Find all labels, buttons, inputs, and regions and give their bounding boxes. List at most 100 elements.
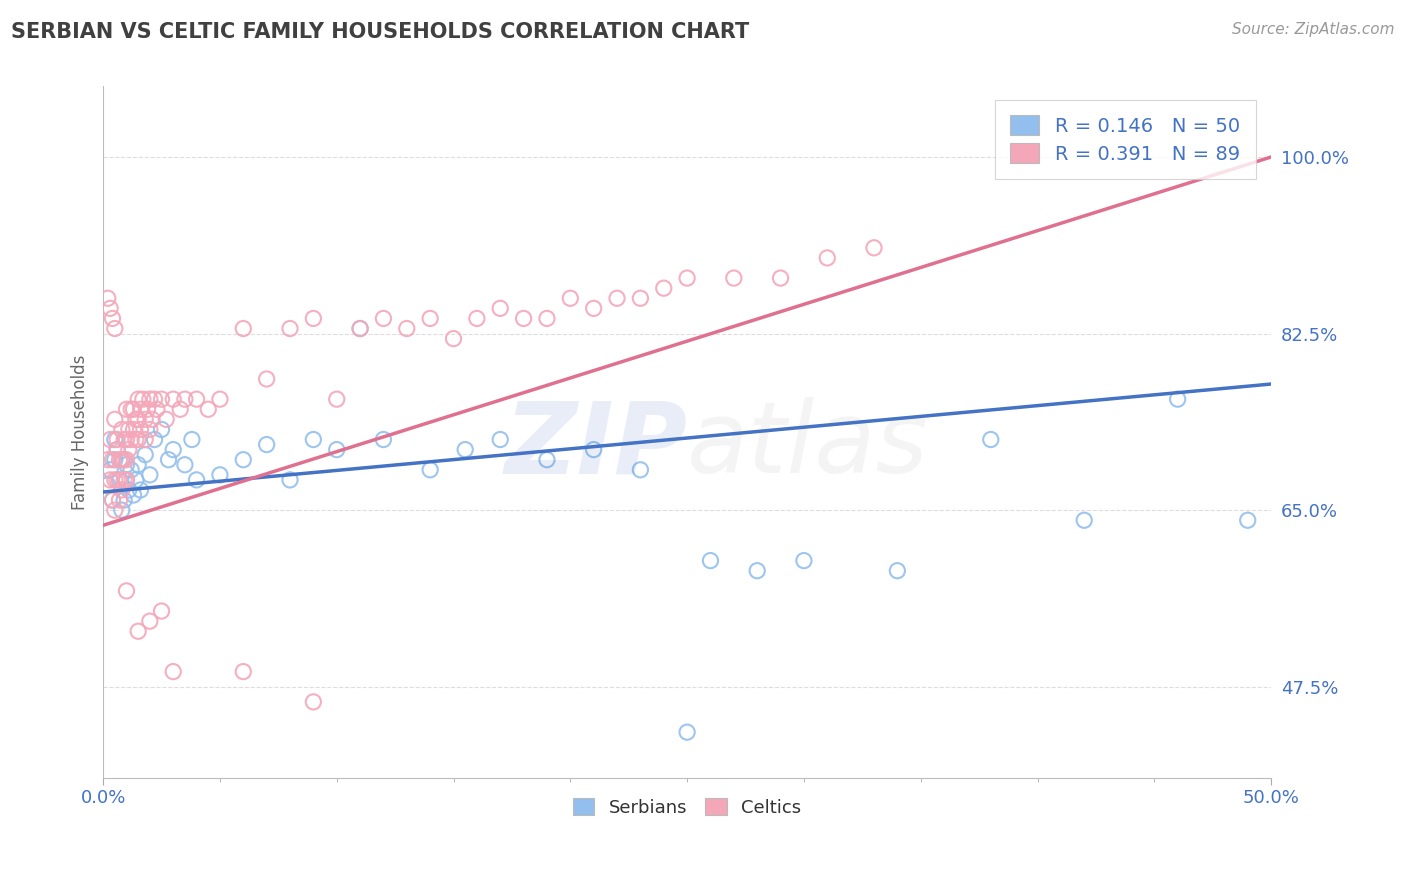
Point [108,473,131,487]
Point [699,553,721,567]
Point [101,493,124,508]
Point [349,321,371,335]
Point [141,412,163,426]
Point [104,321,127,335]
Point [118,483,141,497]
Point [157,452,180,467]
Point [747,564,769,578]
Point [129,422,152,436]
Point [489,301,512,316]
Point [395,321,418,335]
Point [208,392,231,406]
Point [278,321,301,335]
Point [115,452,138,467]
Point [129,402,152,417]
Point [769,271,792,285]
Point [180,433,202,447]
Point [105,442,128,457]
Point [115,458,138,472]
Point [120,463,142,477]
Point [112,452,135,467]
Point [980,433,1002,447]
Point [1167,392,1189,406]
Point [1073,513,1095,527]
Point [173,392,195,406]
Point [122,488,145,502]
Y-axis label: Family Households: Family Households [72,354,89,509]
Point [197,402,219,417]
Point [125,433,148,447]
Point [256,372,278,386]
Point [127,433,149,447]
Legend: Serbians, Celtics: Serbians, Celtics [565,791,808,824]
Point [863,241,886,255]
Point [278,473,301,487]
Point [101,493,124,508]
Point [136,402,159,417]
Point [129,483,152,497]
Point [104,452,127,467]
Point [606,291,628,305]
Point [97,452,120,467]
Point [115,473,138,487]
Point [232,665,254,679]
Point [125,412,148,426]
Point [98,463,121,477]
Point [120,402,142,417]
Point [628,463,651,477]
Point [302,311,325,326]
Point [489,433,512,447]
Point [139,614,162,628]
Point [115,583,138,598]
Point [465,311,488,326]
Point [373,433,395,447]
Point [302,695,325,709]
Point [815,251,838,265]
Point [143,433,166,447]
Point [419,463,441,477]
Point [118,422,141,436]
Point [186,473,208,487]
Point [155,412,177,426]
Point [454,442,477,457]
Point [325,442,347,457]
Point [132,392,155,406]
Point [104,433,127,447]
Point [98,301,121,316]
Point [139,392,162,406]
Point [173,458,195,472]
Text: atlas: atlas [688,397,929,494]
Point [122,422,145,436]
Point [111,483,134,497]
Point [112,493,135,508]
Point [98,433,121,447]
Point [582,442,605,457]
Point [723,271,745,285]
Point [127,458,149,472]
Point [256,437,278,451]
Point [652,281,675,295]
Point [628,291,651,305]
Point [886,564,908,578]
Point [325,392,347,406]
Point [120,433,142,447]
Point [536,452,558,467]
Point [105,473,128,487]
Point [108,452,131,467]
Point [105,442,128,457]
Point [560,291,582,305]
Point [150,392,173,406]
Point [169,402,191,417]
Point [793,553,815,567]
Point [101,311,124,326]
Point [111,452,134,467]
Point [139,422,162,436]
Text: ZIP: ZIP [505,397,688,494]
Point [122,402,145,417]
Point [105,433,128,447]
Point [419,311,441,326]
Point [512,311,534,326]
Point [112,433,135,447]
Point [208,467,231,482]
Point [139,467,162,482]
